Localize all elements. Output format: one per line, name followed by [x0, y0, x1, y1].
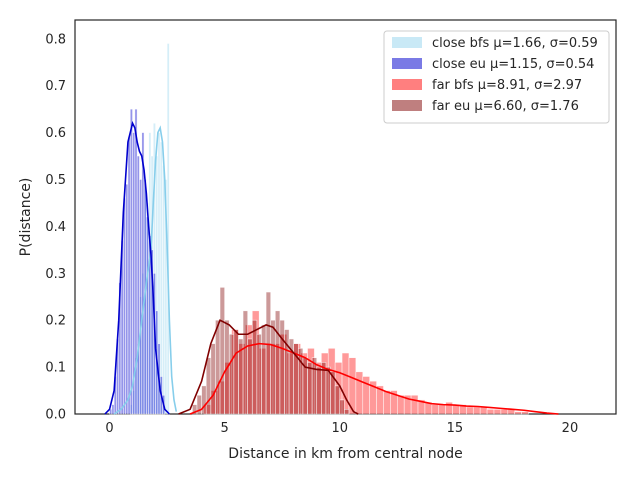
y-axis-label: P(distance) — [18, 178, 34, 257]
x-axis-label: Distance in km from central node — [228, 446, 462, 462]
y-tick-label: 0.6 — [45, 126, 66, 141]
histogram-bar — [215, 319, 221, 415]
histogram-bar — [431, 404, 440, 415]
y-tick-label: 0.2 — [45, 314, 66, 329]
legend-label: close eu μ=1.15, σ=0.54 — [432, 57, 594, 72]
legend-swatch — [392, 37, 422, 48]
legend-entry: far bfs μ=8.91, σ=2.97 — [392, 78, 582, 93]
x-axis-ticks: 0 5 10 15 20 — [105, 421, 578, 436]
histogram-bar — [256, 333, 262, 415]
y-tick-label: 0.5 — [45, 173, 66, 188]
x-tick-label: 20 — [562, 421, 579, 436]
histogram-bars — [109, 43, 529, 415]
histogram-bar — [279, 319, 285, 415]
histogram-bar — [486, 409, 495, 415]
histogram-bar — [219, 287, 225, 415]
y-tick-label: 0.3 — [45, 267, 66, 282]
series-close-eu-bars — [109, 108, 166, 415]
legend-label: far eu μ=6.60, σ=1.76 — [432, 99, 579, 114]
x-tick-label: 5 — [220, 421, 228, 436]
histogram-bar — [479, 406, 488, 415]
histogram-bar — [355, 371, 364, 415]
histogram-bar — [242, 310, 248, 415]
histogram-bar — [141, 132, 145, 415]
histogram-bar — [201, 385, 207, 415]
histogram-bar — [205, 357, 212, 415]
y-tick-label: 0.7 — [45, 79, 66, 94]
histogram-bar — [466, 406, 474, 415]
kde-curves — [104, 120, 559, 415]
histogram-bar — [139, 179, 143, 415]
histogram-bar — [344, 409, 350, 415]
histogram-bar — [521, 411, 529, 415]
histogram-bar — [316, 366, 322, 415]
histogram-bar — [265, 291, 271, 415]
legend: close bfs μ=1.66, σ=0.59 close eu μ=1.15,… — [383, 30, 610, 124]
series-far-eu-bars — [192, 287, 350, 415]
histogram-bar — [127, 136, 131, 415]
legend-items: close bfs μ=1.66, σ=0.59 close eu μ=1.15,… — [392, 36, 598, 114]
histogram-bar — [472, 406, 481, 415]
series-far-bfs-bars — [203, 310, 529, 415]
y-tick-label: 0.4 — [45, 220, 66, 235]
histogram-bar — [159, 141, 163, 415]
legend-label: close bfs μ=1.66, σ=0.59 — [432, 36, 598, 51]
kde-line-close-bfs — [113, 125, 178, 415]
histogram-bar — [383, 390, 391, 415]
y-tick-label: 0.8 — [45, 32, 66, 47]
histogram-bar — [166, 43, 170, 415]
legend-swatch — [392, 58, 422, 69]
histogram-bar — [146, 216, 149, 415]
histogram-bar — [270, 319, 276, 415]
histogram-bar — [410, 394, 419, 415]
histogram-bar — [136, 155, 140, 415]
histogram-bar — [123, 197, 126, 415]
x-tick-label: 10 — [331, 421, 348, 436]
legend-label: far bfs μ=8.91, σ=2.97 — [432, 78, 582, 93]
histogram-bar — [514, 411, 522, 415]
histogram-bar — [251, 319, 258, 415]
histogram-bar — [334, 385, 341, 415]
histogram-bar — [247, 338, 253, 415]
kde-line-far-eu — [178, 319, 359, 415]
legend-swatch — [392, 79, 422, 90]
histogram-bar — [129, 108, 133, 415]
y-axis-ticks: 0.0 0.1 0.2 0.3 0.4 0.5 0.6 0.7 0.8 — [45, 32, 66, 422]
legend-entry: close eu μ=1.15, σ=0.54 — [392, 57, 594, 72]
x-tick-label: 15 — [447, 421, 464, 436]
histogram-bar — [311, 357, 318, 415]
histogram-bar — [500, 409, 509, 415]
y-tick-label: 0.0 — [45, 408, 66, 423]
legend-swatch — [392, 100, 422, 111]
histogram-bar — [111, 404, 115, 415]
legend-entry: close bfs μ=1.66, σ=0.59 — [392, 36, 598, 51]
x-tick-label: 0 — [105, 421, 113, 436]
histogram-bar — [339, 399, 345, 415]
histogram-bar — [298, 348, 304, 415]
kde-line-far-bfs — [189, 342, 559, 415]
histogram-bar — [307, 362, 313, 415]
histogram-bar — [325, 366, 331, 415]
legend-box — [383, 30, 610, 124]
histogram-bar — [274, 310, 281, 415]
histogram-bar — [438, 404, 446, 415]
histogram-bar — [228, 333, 235, 415]
histogram-bar — [493, 409, 502, 415]
y-tick-label: 0.1 — [45, 361, 66, 376]
kde-line-close-eu — [104, 120, 170, 415]
legend-entry: far eu μ=6.60, σ=1.76 — [392, 99, 579, 114]
histogram-bar — [210, 343, 216, 415]
histogram-bar — [261, 324, 267, 415]
histogram-bar — [233, 329, 239, 415]
histogram-bar — [162, 165, 166, 415]
histogram-bar — [125, 183, 129, 415]
histogram-bar — [396, 394, 405, 415]
